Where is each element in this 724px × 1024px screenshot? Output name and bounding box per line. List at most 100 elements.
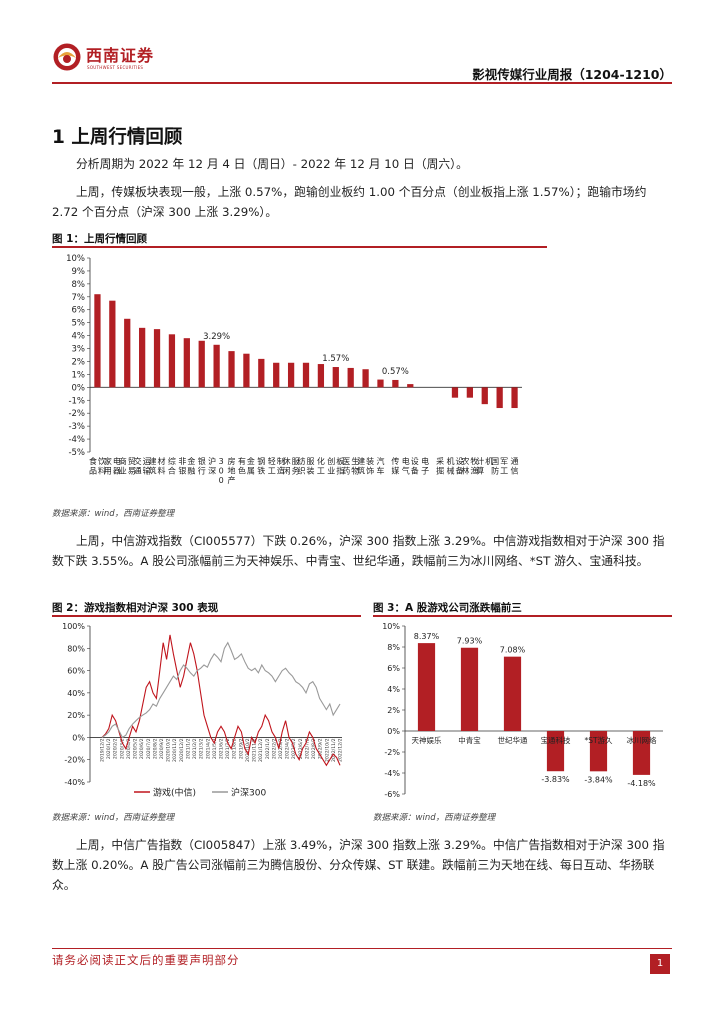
category-label-line: 纺织	[298, 456, 306, 476]
y-tick-label: 2%	[387, 706, 400, 715]
x-tick-label: 2020/7/2	[146, 738, 152, 759]
category-label-计算机: 计算机	[476, 456, 493, 476]
y-tick-label: 5%	[72, 319, 86, 329]
bar-银行	[198, 340, 205, 388]
x-tick-label: 2020/8/2	[152, 738, 158, 759]
category-label-电子: 电子	[421, 456, 429, 476]
logo-text-cn: 西南证券	[86, 46, 155, 65]
x-tick-label: 2022/2/2	[271, 738, 277, 759]
figure1-rule	[52, 246, 547, 248]
category-label-line: 装饰	[366, 456, 374, 476]
y-tick-label: -4%	[68, 435, 85, 445]
header-title: 影视传媒行业周报（1204-1210）	[472, 67, 672, 82]
y-tick-label: 10%	[382, 622, 400, 631]
y-tick-label: 100%	[62, 622, 85, 631]
category-label-line: 机械	[446, 456, 454, 476]
bar-建筑装饰	[362, 369, 369, 388]
figure2-source: 数据来源：wind，西南证券整理	[52, 813, 175, 823]
data-label: 1.57%	[322, 354, 349, 364]
section-title: 1 上周行情回顾	[52, 127, 183, 148]
x-tick-label: 2020/12/2	[179, 738, 185, 762]
paragraph-game-index: 上周，中信游戏指数（CI005577）下跌 0.26%，沪深 300 指数上涨 …	[52, 534, 665, 568]
y-tick-label: 7%	[72, 293, 86, 303]
y-tick-label: 0%	[72, 733, 85, 742]
bar-有色金属	[243, 353, 250, 388]
y-tick-label: 4%	[387, 685, 400, 694]
y-tick-label: 0%	[387, 727, 400, 736]
category-label-世纪华通: 世纪华通	[498, 735, 528, 745]
x-tick-label: 2022/8/2	[311, 738, 317, 759]
chart-game-top-movers: -6% -4% -2% 0% 2% 4% 6% 8% 10% 8.37% 天神娱乐 7.93% 中青宝 7…	[382, 622, 663, 799]
category-label-line: 交通	[134, 456, 142, 476]
bar-电气设备	[407, 384, 414, 388]
bar-*ST游久	[589, 731, 608, 772]
category-label-line: 传媒	[391, 456, 399, 476]
bar-传媒	[392, 379, 399, 388]
bar-世纪华通	[503, 656, 522, 731]
category-label-line: 设备	[411, 456, 419, 476]
figure2-title: 图 2：游戏指数相对沪深 300 表现	[52, 602, 219, 614]
x-tick-label: 2022/7/2	[304, 738, 310, 759]
category-label-line: 有色	[238, 456, 246, 476]
category-label-line: 轻工	[268, 456, 276, 476]
x-tick-label: 2020/4/2	[126, 738, 132, 759]
x-tick-label: 2021/11/2	[252, 738, 258, 762]
y-tick-label: 3%	[72, 345, 86, 355]
category-label-*ST游久: *ST游久	[584, 735, 613, 745]
bar-国防军工	[496, 387, 503, 409]
x-tick-label: 2022/4/2	[285, 738, 291, 759]
category-label-line: 电气	[402, 456, 410, 476]
category-label-line: 服装	[307, 457, 315, 476]
x-tick-label: 2021/9/2	[238, 738, 244, 759]
figure3-title: 图 3：A 股游戏公司涨跌幅前三	[373, 602, 522, 614]
category-label-line: 非银	[178, 456, 186, 476]
y-tick-label: 60%	[67, 667, 85, 676]
category-label-line: 医药	[342, 457, 350, 476]
x-tick-label: 2020/5/2	[133, 738, 139, 759]
category-label-房地产: 房地产	[228, 456, 236, 485]
category-label-汽车: 汽车	[376, 456, 384, 476]
category-label-line: 电子	[421, 456, 429, 476]
category-label-line: 金融	[187, 456, 195, 476]
logo-emblem-icon	[53, 43, 81, 71]
bar-建筑材料	[153, 329, 161, 388]
bar-交通运输	[139, 327, 146, 388]
y-tick-label: 6%	[387, 664, 400, 673]
bar-钢铁	[258, 358, 265, 388]
category-label-line: 汽车	[376, 456, 384, 476]
category-label-传媒: 传媒	[391, 456, 399, 476]
category-label-line: 贸易	[128, 456, 136, 476]
bar-机械设备	[451, 387, 459, 398]
bar-沪深300	[213, 344, 220, 388]
series-line-沪深300	[101, 641, 341, 739]
x-tick-label: 2021/2/2	[192, 738, 198, 759]
x-tick-label: 2020/3/2	[119, 738, 125, 759]
category-label-line: 食品	[89, 456, 97, 476]
category-label-line: 家用	[104, 456, 112, 476]
category-label-银行: 银行	[198, 456, 206, 476]
category-label-沪深300: 沪深3 0 0	[208, 456, 224, 485]
x-tick-label: 2021/4/2	[205, 738, 211, 759]
bar-通信	[511, 387, 518, 409]
x-tick-label: 2021/3/2	[199, 738, 205, 759]
category-label-line: 建筑	[149, 456, 157, 476]
x-tick-label: 2022/12/2	[338, 738, 344, 762]
bar-化工	[317, 364, 325, 388]
figure3-source: 数据来源：wind，西南证券整理	[373, 813, 496, 823]
category-label-line: 制造	[277, 456, 285, 476]
category-label-line: 服务	[292, 457, 300, 476]
bar-农林牧渔	[466, 387, 473, 398]
data-label: 7.93%	[457, 637, 483, 646]
bar-创业板指	[332, 367, 339, 388]
y-tick-label: -1%	[68, 396, 85, 406]
category-label-line: 电器	[113, 456, 121, 476]
